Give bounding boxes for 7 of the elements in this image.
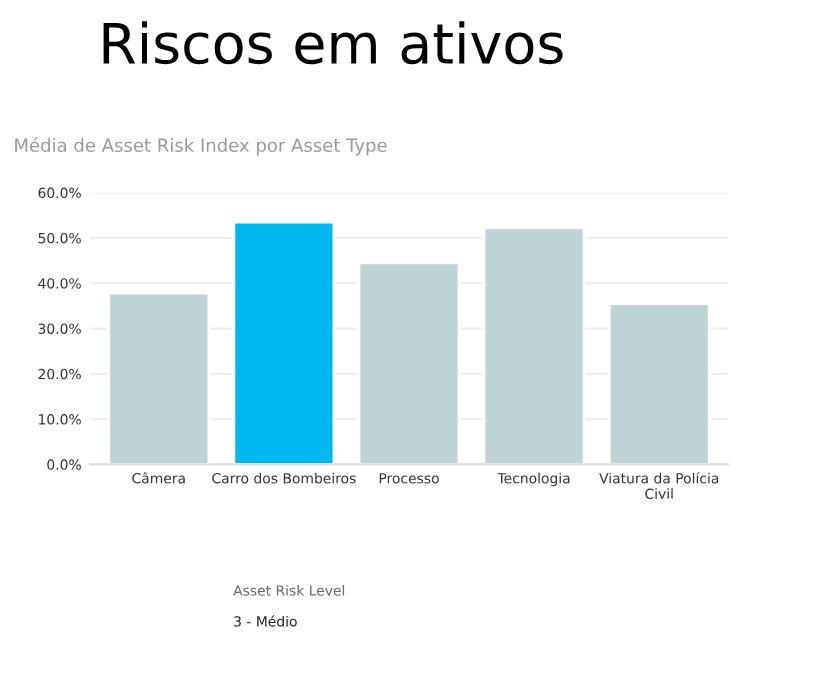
bar	[107, 291, 211, 465]
bar	[357, 261, 461, 465]
bar	[607, 302, 711, 465]
bar	[482, 226, 586, 465]
bar	[232, 220, 336, 465]
chart-title: Riscos em ativos	[103, 21, 563, 65]
chart-subtitle: Média de Asset Risk Index por Asset Type	[15, 137, 387, 156]
